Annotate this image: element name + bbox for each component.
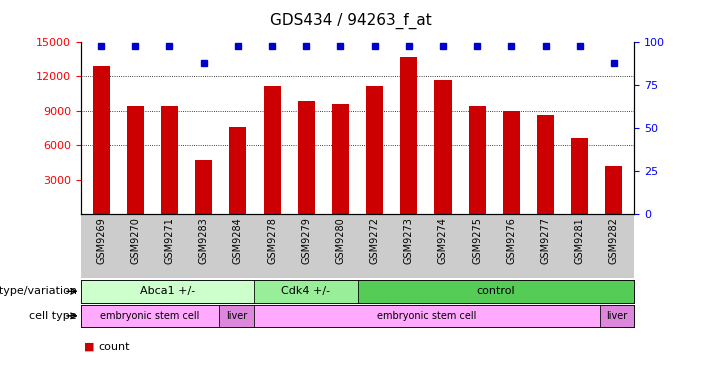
Bar: [254, 280, 358, 303]
Text: embryonic stem cell: embryonic stem cell: [100, 311, 200, 321]
Bar: [229, 127, 247, 214]
Bar: [571, 138, 588, 214]
Bar: [298, 101, 315, 214]
Text: embryonic stem cell: embryonic stem cell: [377, 311, 477, 321]
Bar: [81, 280, 254, 303]
Bar: [195, 160, 212, 214]
Bar: [537, 116, 554, 214]
Bar: [600, 305, 634, 327]
Text: liver: liver: [226, 311, 247, 321]
Text: liver: liver: [606, 311, 627, 321]
Bar: [219, 305, 254, 327]
Bar: [358, 280, 634, 303]
Bar: [81, 305, 219, 327]
Text: cell type: cell type: [29, 311, 77, 321]
Bar: [606, 166, 622, 214]
Bar: [127, 106, 144, 214]
Text: control: control: [477, 286, 515, 296]
Text: Cdk4 +/-: Cdk4 +/-: [281, 286, 330, 296]
Bar: [161, 106, 178, 214]
Text: genotype/variation: genotype/variation: [0, 286, 77, 296]
Bar: [93, 66, 109, 214]
Bar: [264, 86, 280, 214]
Bar: [254, 305, 600, 327]
Text: ■: ■: [84, 342, 95, 352]
Bar: [435, 80, 451, 214]
Bar: [468, 106, 486, 214]
Bar: [503, 111, 520, 214]
Text: GDS434 / 94263_f_at: GDS434 / 94263_f_at: [270, 13, 431, 29]
Bar: [366, 86, 383, 214]
Text: count: count: [98, 342, 130, 352]
Text: Abca1 +/-: Abca1 +/-: [139, 286, 195, 296]
Bar: [400, 57, 417, 214]
Bar: [332, 104, 349, 214]
